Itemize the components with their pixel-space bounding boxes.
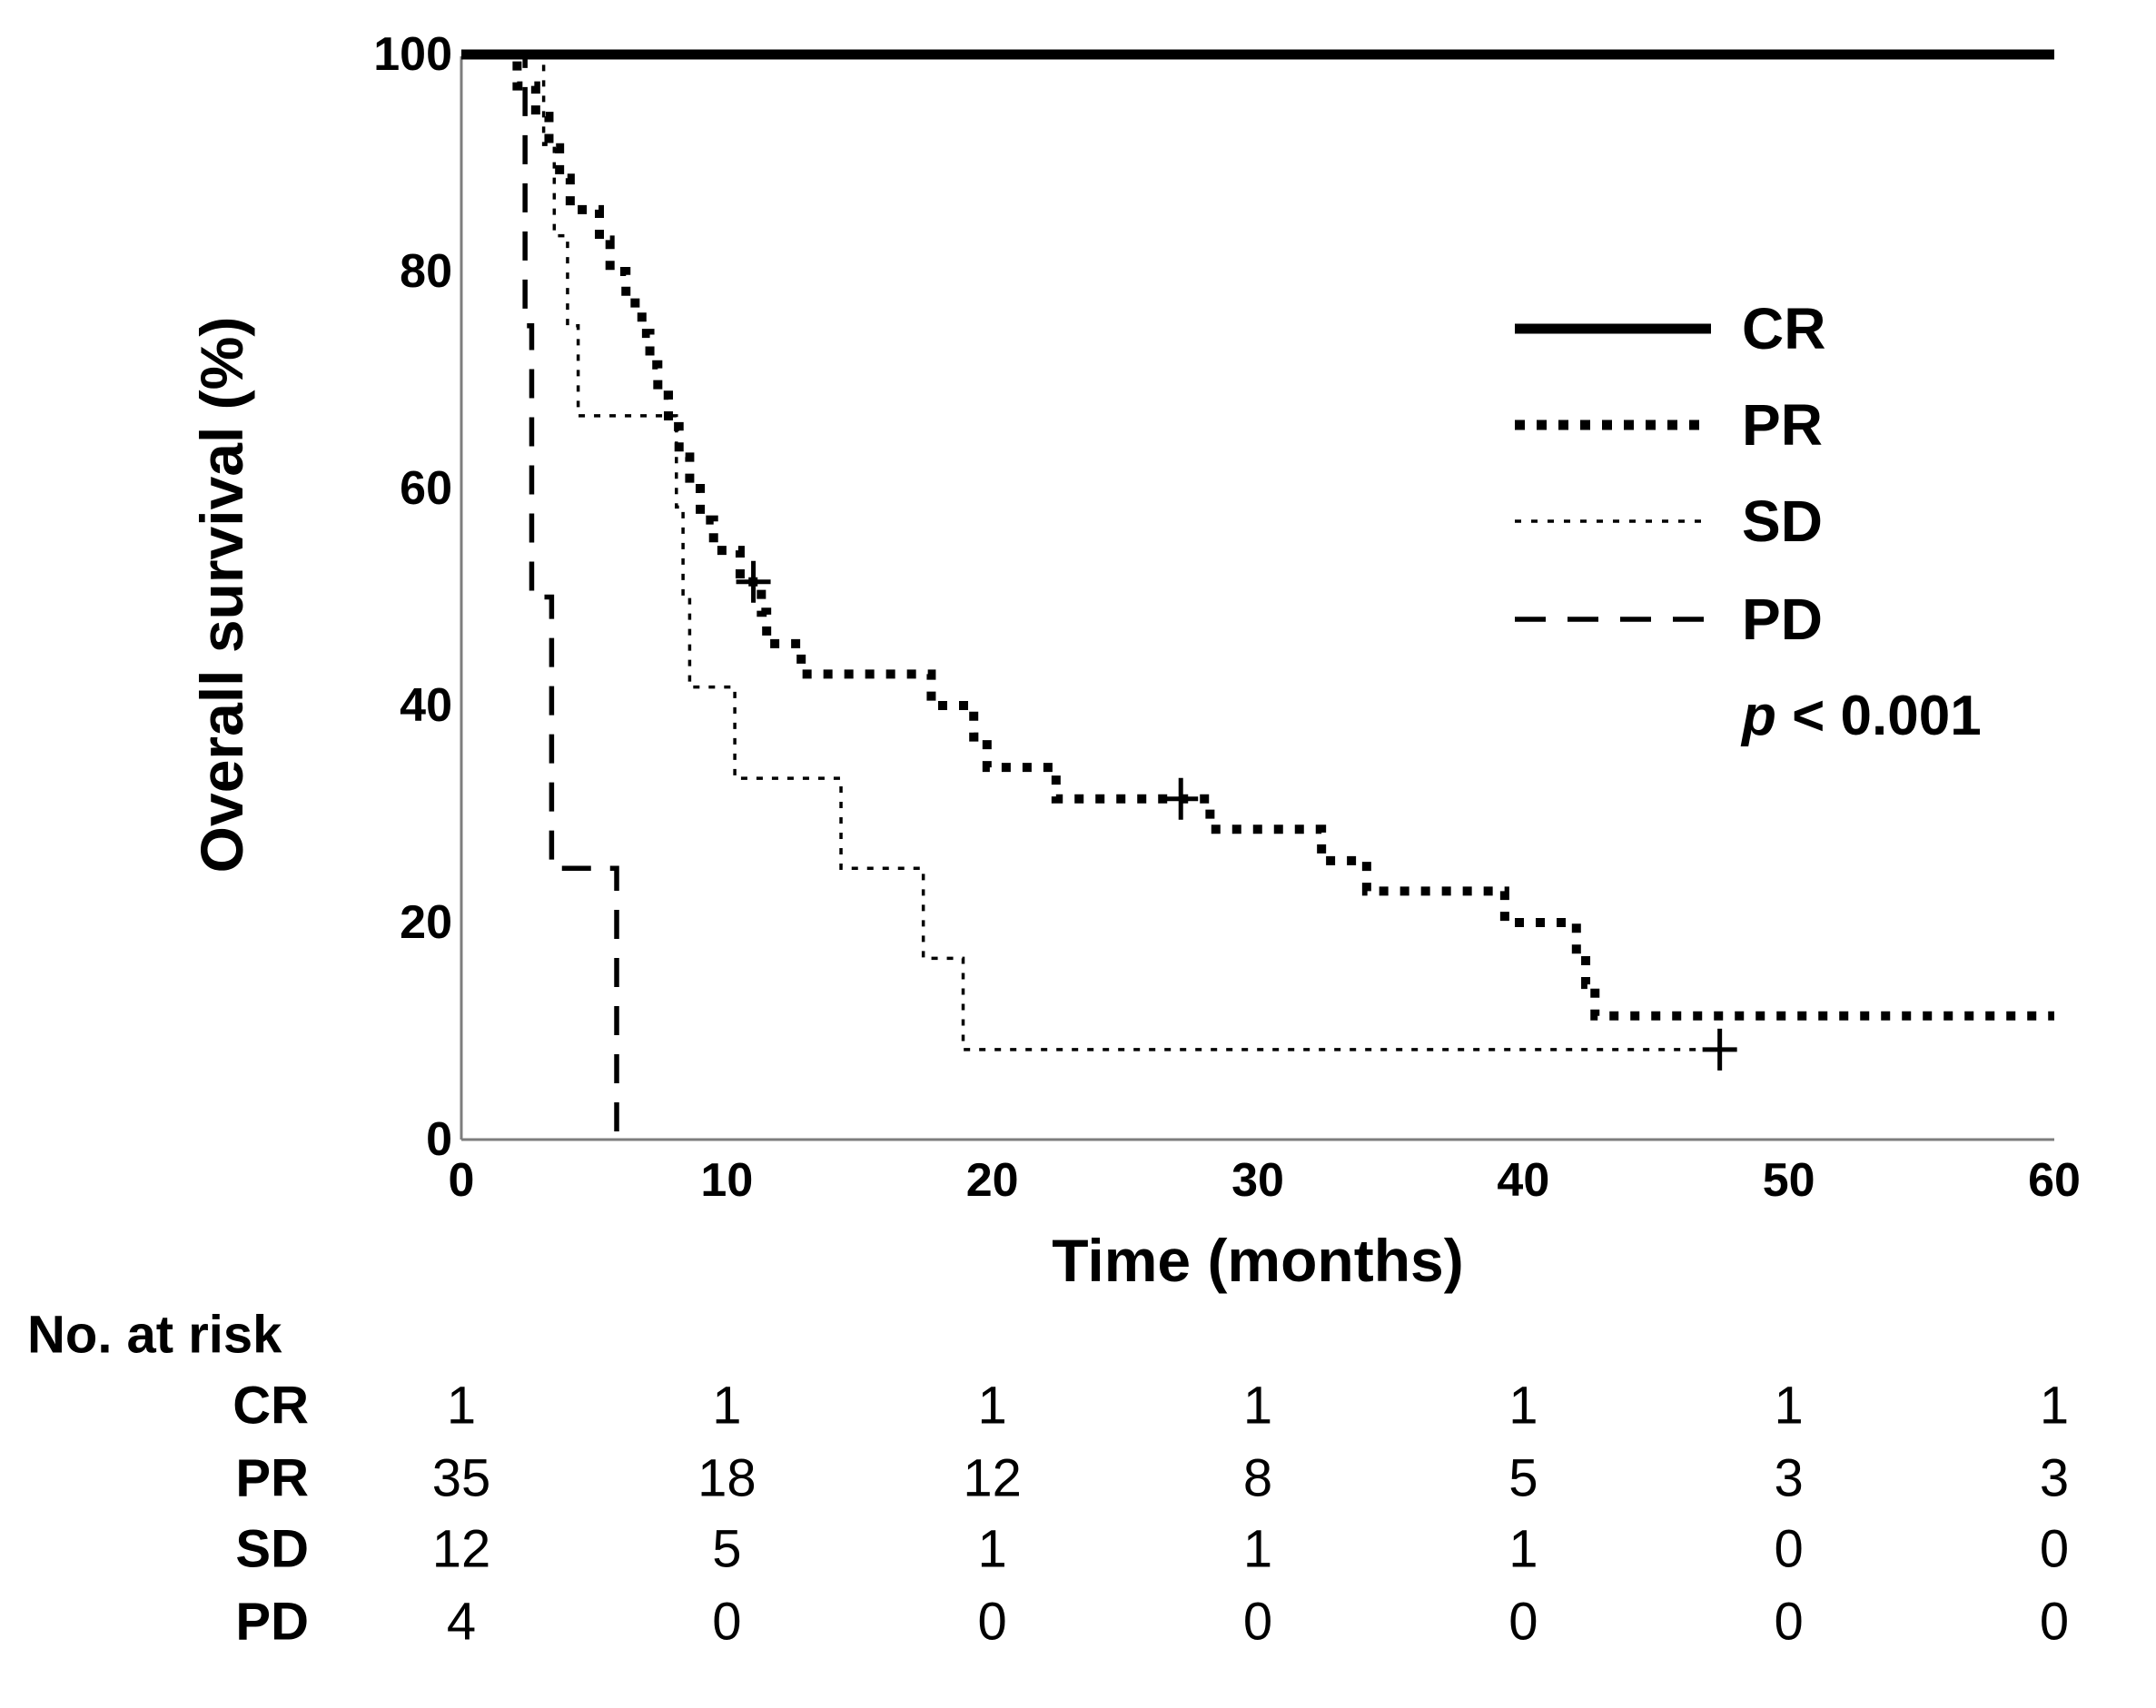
risk-value-pr-50: 3 <box>1775 1449 1804 1508</box>
risk-value-sd-20: 1 <box>978 1520 1007 1579</box>
x-axis-tick-labels: 0 10 20 30 40 50 60 <box>449 1154 2081 1207</box>
risk-value-sd-50: 0 <box>1775 1520 1804 1579</box>
x-tick-label: 0 <box>449 1154 475 1207</box>
x-tick-label: 10 <box>700 1154 753 1207</box>
risk-value-cr-40: 1 <box>1508 1377 1538 1436</box>
risk-value-pd-0: 4 <box>447 1593 476 1652</box>
censor-mark-pr <box>1163 777 1199 820</box>
x-tick-label: 50 <box>1763 1154 1815 1207</box>
survival-curves <box>461 49 2054 1140</box>
risk-value-cr-60: 1 <box>2040 1377 2069 1436</box>
km-curve-pr <box>461 50 2054 1021</box>
legend-item-pr: PR <box>1515 392 1823 458</box>
y-tick-label: 80 <box>400 245 452 298</box>
risk-value-pr-30: 8 <box>1243 1449 1272 1508</box>
legend-label-pr: PR <box>1742 392 1823 458</box>
risk-value-sd-40: 1 <box>1508 1520 1538 1579</box>
risk-value-pd-60: 0 <box>2040 1593 2069 1652</box>
x-tick-label: 30 <box>1231 1154 1284 1207</box>
risk-value-sd-60: 0 <box>2040 1520 2069 1579</box>
risk-value-pr-0: 35 <box>432 1449 491 1508</box>
y-tick-label: 0 <box>426 1113 452 1166</box>
risk-row-label-pr: PR <box>235 1449 309 1508</box>
y-axis-tick-labels: 0 20 40 60 80 100 <box>373 28 452 1166</box>
censor-mark-sd <box>1702 1028 1737 1071</box>
risk-value-sd-10: 5 <box>712 1520 741 1579</box>
risk-row-label-cr: CR <box>232 1377 309 1436</box>
legend-item-sd: SD <box>1515 489 1823 554</box>
risk-value-sd-0: 12 <box>432 1520 491 1579</box>
risk-value-pr-10: 18 <box>697 1449 757 1508</box>
legend-item-pd: PD <box>1515 587 1823 652</box>
risk-row-label-pd: PD <box>235 1593 309 1652</box>
y-tick-label: 100 <box>373 28 452 81</box>
risk-value-pr-60: 3 <box>2040 1449 2069 1508</box>
risk-value-pr-40: 5 <box>1508 1449 1538 1508</box>
risk-table-title: No. at risk <box>27 1306 282 1365</box>
y-tick-label: 20 <box>400 896 452 949</box>
censor-mark-pr <box>736 560 771 603</box>
risk-table-row-labels: CR PR SD PD <box>232 1377 309 1652</box>
km-curve-sd <box>461 53 1720 1051</box>
y-axis-title: Overall survival (%) <box>188 317 255 874</box>
risk-value-sd-30: 1 <box>1243 1520 1272 1579</box>
p-value-annotation: p < 0.001 <box>1740 685 1982 747</box>
x-tick-label: 40 <box>1497 1154 1549 1207</box>
risk-value-pd-20: 0 <box>978 1593 1007 1652</box>
x-axis-title: Time (months) <box>1052 1227 1463 1294</box>
risk-value-cr-20: 1 <box>978 1377 1007 1436</box>
risk-value-pd-10: 0 <box>712 1593 741 1652</box>
legend-label-cr: CR <box>1742 296 1825 361</box>
legend-label-pd: PD <box>1742 587 1823 652</box>
risk-value-cr-50: 1 <box>1775 1377 1804 1436</box>
censor-marks <box>736 560 1737 1071</box>
y-tick-label: 40 <box>400 679 452 732</box>
risk-value-pr-20: 12 <box>963 1449 1022 1508</box>
risk-row-label-sd: SD <box>235 1520 309 1579</box>
risk-value-cr-30: 1 <box>1243 1377 1272 1436</box>
risk-table-values: 1 1 1 1 1 1 1 35 18 12 8 5 3 3 12 5 1 1 1 0 0 4 0 0 0 0 0 0 <box>432 1377 2069 1652</box>
y-tick-label: 60 <box>400 462 452 515</box>
risk-value-cr-10: 1 <box>712 1377 741 1436</box>
risk-value-pd-30: 0 <box>1243 1593 1272 1652</box>
x-tick-label: 20 <box>966 1154 1019 1207</box>
risk-value-cr-0: 1 <box>447 1377 476 1436</box>
x-tick-label: 60 <box>2028 1154 2081 1207</box>
km-curve-pd <box>461 52 619 1140</box>
risk-value-pd-40: 0 <box>1508 1593 1538 1652</box>
legend: CR PR SD PD p < 0.001 <box>1515 296 1982 747</box>
legend-label-sd: SD <box>1742 489 1823 554</box>
legend-item-cr: CR <box>1515 296 1825 361</box>
risk-value-pd-50: 0 <box>1775 1593 1804 1652</box>
